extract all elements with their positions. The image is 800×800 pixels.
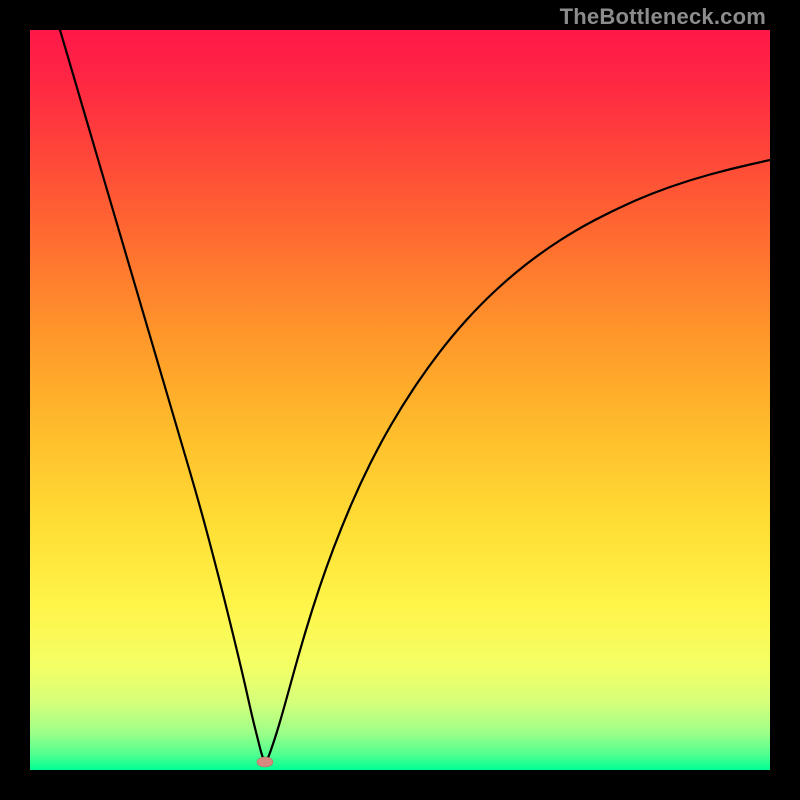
bottleneck-curve	[60, 30, 770, 762]
watermark-text: TheBottleneck.com	[560, 4, 766, 30]
chart-frame: TheBottleneck.com	[0, 0, 800, 800]
plot-area	[30, 30, 770, 770]
minimum-marker	[257, 757, 273, 767]
curve-layer	[30, 30, 770, 770]
